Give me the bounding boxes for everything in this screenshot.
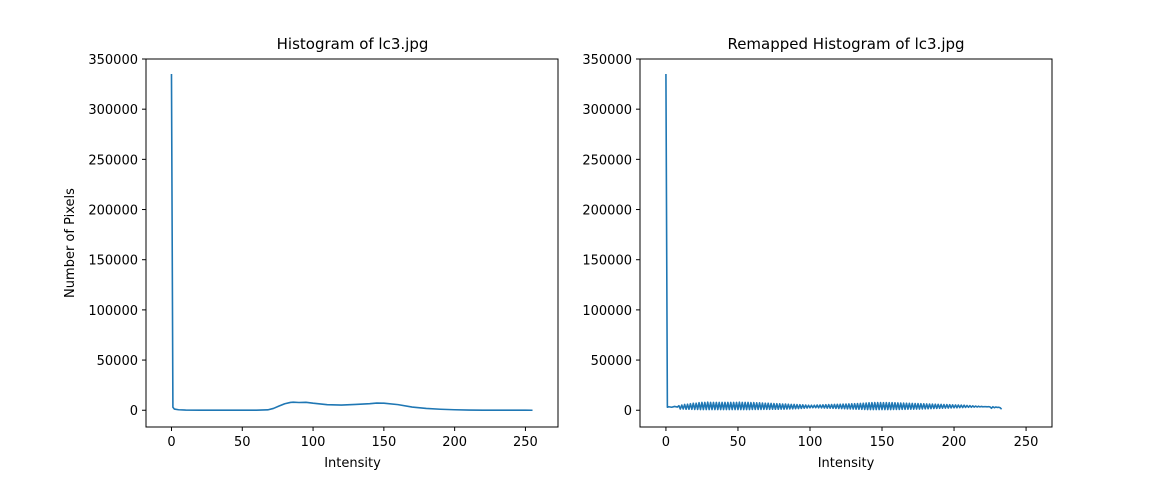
- x-tick-label: 150: [371, 435, 396, 450]
- y-tick-label: 0: [130, 404, 138, 419]
- y-tick-label: 50000: [97, 354, 138, 369]
- x-tick-label: 150: [870, 435, 895, 450]
- chart-remapped-histogram: Remapped Histogram of lc3.jpg 0500001000…: [582, 35, 1053, 471]
- x-axis-label: Intensity: [818, 456, 875, 471]
- x-tick-label: 250: [1014, 435, 1039, 450]
- x-axis-ticks: 0 50 100 150 200 250: [662, 427, 1039, 450]
- plot-frame: [145, 58, 559, 428]
- y-tick-label: 250000: [88, 153, 138, 168]
- plot-frame: [639, 58, 1053, 428]
- y-tick-label: 100000: [582, 304, 632, 319]
- series-line-remapped-histogram: [665, 74, 1003, 411]
- y-tick-label: 150000: [88, 254, 138, 269]
- y-axis-ticks: 0 50000 100000 150000 200000 250000 300000 3500…: [582, 53, 640, 419]
- y-tick-label: 250000: [582, 153, 632, 168]
- y-tick-label: 300000: [582, 103, 632, 118]
- y-tick-label: 50000: [591, 354, 632, 369]
- x-tick-label: 50: [234, 435, 251, 450]
- y-tick-label: 150000: [582, 254, 632, 269]
- chart-histogram: Histogram of lc3.jpg 0 50000 100000 150000 2…: [63, 35, 559, 471]
- x-axis-ticks: 0 50 100 150 200 250: [167, 427, 538, 450]
- x-tick-label: 200: [942, 435, 967, 450]
- x-tick-label: 200: [442, 435, 467, 450]
- y-axis-ticks: 0 50000 100000 150000 200000 250000 300000 3500…: [88, 53, 146, 419]
- y-tick-label: 300000: [88, 103, 138, 118]
- y-tick-label: 200000: [88, 204, 138, 219]
- x-tick-label: 100: [301, 435, 326, 450]
- x-tick-label: 250: [513, 435, 538, 450]
- x-tick-label: 50: [730, 435, 747, 450]
- x-tick-label: 0: [662, 435, 670, 450]
- chart-title: Histogram of lc3.jpg: [277, 35, 429, 53]
- y-tick-label: 0: [624, 404, 632, 419]
- chart-title: Remapped Histogram of lc3.jpg: [727, 35, 964, 53]
- x-tick-label: 100: [798, 435, 823, 450]
- y-tick-label: 200000: [582, 204, 632, 219]
- x-tick-label: 0: [167, 435, 175, 450]
- y-tick-label: 350000: [582, 53, 632, 68]
- y-tick-label: 350000: [88, 53, 138, 68]
- series-line-histogram: [170, 74, 533, 412]
- x-axis-label: Intensity: [324, 456, 381, 471]
- y-tick-label: 100000: [88, 304, 138, 319]
- y-axis-label: Number of Pixels: [63, 188, 78, 298]
